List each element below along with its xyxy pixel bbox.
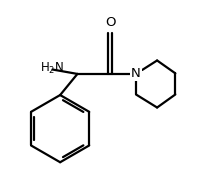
Text: N: N [131,67,141,80]
Text: O: O [105,16,115,29]
Text: H$_2$N: H$_2$N [40,61,64,76]
